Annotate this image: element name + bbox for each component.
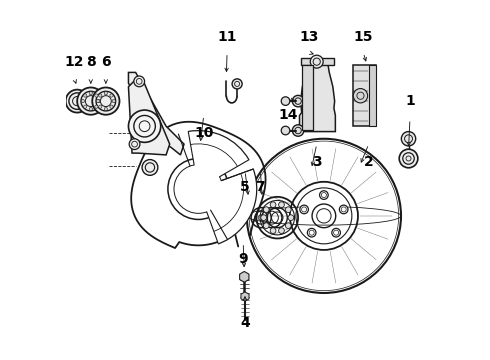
Circle shape (66, 90, 89, 113)
Text: 4: 4 (240, 316, 250, 330)
Text: 15: 15 (354, 30, 373, 44)
Circle shape (128, 110, 161, 142)
Circle shape (270, 202, 276, 208)
Circle shape (353, 89, 368, 103)
Circle shape (264, 223, 269, 229)
Text: 6: 6 (101, 55, 111, 69)
Text: 14: 14 (278, 108, 298, 122)
Text: 5: 5 (240, 180, 250, 194)
Circle shape (104, 91, 107, 95)
Circle shape (232, 79, 242, 89)
Circle shape (110, 105, 113, 108)
Circle shape (97, 99, 99, 103)
Polygon shape (301, 58, 334, 65)
Circle shape (84, 105, 87, 108)
Circle shape (286, 223, 291, 229)
Circle shape (77, 87, 104, 115)
Wedge shape (198, 169, 257, 244)
Text: 9: 9 (239, 252, 248, 266)
Circle shape (81, 99, 85, 103)
Text: 10: 10 (194, 126, 214, 140)
Circle shape (279, 228, 284, 234)
Circle shape (279, 202, 284, 208)
Circle shape (286, 207, 291, 212)
Polygon shape (241, 292, 249, 301)
Circle shape (110, 94, 113, 97)
Circle shape (264, 207, 269, 212)
Text: 8: 8 (86, 55, 96, 69)
Circle shape (281, 97, 290, 105)
Circle shape (134, 76, 145, 87)
Circle shape (95, 94, 98, 97)
Circle shape (104, 107, 107, 111)
Text: 2: 2 (364, 155, 373, 169)
Circle shape (270, 228, 276, 234)
Text: 12: 12 (65, 55, 84, 69)
Polygon shape (128, 72, 184, 155)
Polygon shape (128, 80, 170, 155)
Circle shape (310, 55, 323, 68)
Circle shape (129, 139, 140, 149)
Circle shape (112, 99, 116, 103)
Text: 3: 3 (312, 155, 321, 169)
Circle shape (97, 99, 100, 103)
Circle shape (89, 107, 93, 111)
Circle shape (95, 105, 98, 108)
Circle shape (293, 125, 304, 136)
Polygon shape (299, 62, 335, 132)
Circle shape (89, 91, 93, 95)
Circle shape (84, 94, 87, 97)
Polygon shape (240, 271, 249, 282)
Text: 1: 1 (405, 94, 415, 108)
Circle shape (92, 87, 120, 115)
Circle shape (401, 132, 416, 146)
Circle shape (399, 149, 418, 168)
Polygon shape (368, 65, 376, 126)
Polygon shape (302, 65, 313, 130)
Text: 11: 11 (218, 30, 237, 44)
Circle shape (281, 126, 290, 135)
Wedge shape (188, 131, 249, 189)
Circle shape (142, 159, 158, 175)
Circle shape (98, 105, 102, 108)
Polygon shape (353, 65, 376, 126)
Text: 7: 7 (256, 180, 265, 194)
Circle shape (98, 94, 102, 97)
Text: 13: 13 (300, 30, 319, 44)
Circle shape (293, 95, 304, 107)
Circle shape (261, 215, 267, 221)
Circle shape (288, 215, 294, 221)
